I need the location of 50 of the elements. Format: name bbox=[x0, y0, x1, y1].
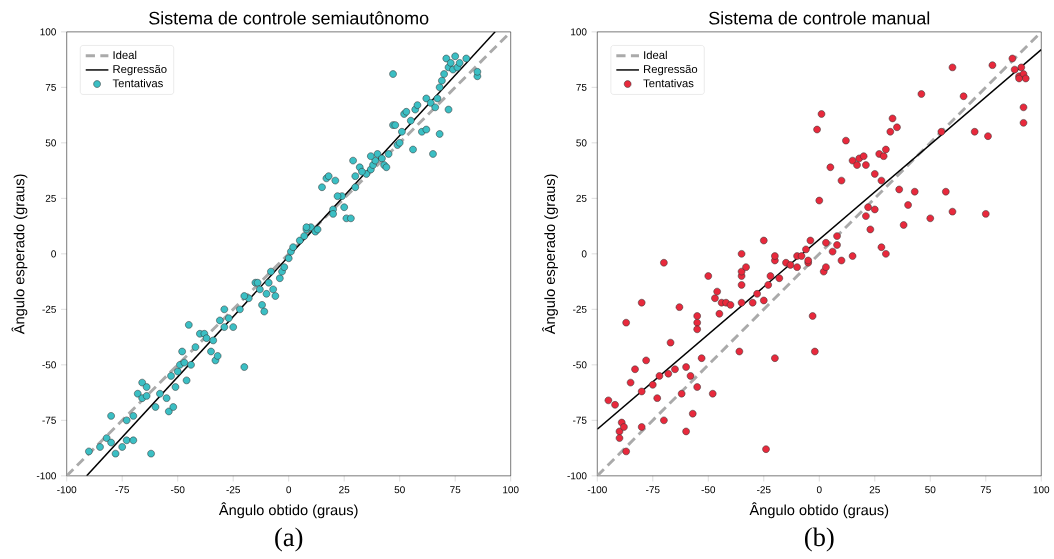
x-tick-label: 50 bbox=[925, 485, 936, 494]
y-axis-title: Ângulo esperado (graus) bbox=[542, 174, 558, 334]
y-tick-label: 25 bbox=[576, 194, 587, 202]
x-tick-label: 25 bbox=[339, 485, 350, 494]
text: (b) bbox=[804, 527, 834, 552]
x-tick-label: -25 bbox=[226, 485, 240, 494]
legend-label: Ideal bbox=[113, 50, 137, 59]
legend-label: Regressão bbox=[644, 64, 698, 76]
y-tick-label: 75 bbox=[45, 83, 56, 91]
y-tick-label: 0 bbox=[51, 250, 56, 258]
y-tick-label: -100 bbox=[36, 472, 56, 480]
chart-title: Sistema de controle manual bbox=[709, 11, 930, 25]
x-tick-label: 50 bbox=[394, 485, 405, 494]
legend-label: Ideal bbox=[644, 50, 667, 59]
y-tick-label: 25 bbox=[45, 194, 56, 202]
text: (a) bbox=[275, 527, 303, 552]
chart-title: Sistema de controle semiautônomo bbox=[149, 11, 429, 25]
y-tick-label: -75 bbox=[42, 416, 56, 424]
y-tick-label: -100 bbox=[567, 472, 587, 480]
legend-label: Tentativas bbox=[112, 78, 163, 88]
x-tick-label: -100 bbox=[57, 485, 77, 494]
legend-label: Regressão bbox=[113, 64, 167, 76]
y-tick-label: -25 bbox=[42, 305, 56, 313]
x-tick-label: 75 bbox=[450, 485, 461, 493]
x-axis-title: Ângulo obtido (graus) bbox=[749, 502, 889, 518]
y-tick-label: -25 bbox=[572, 305, 587, 313]
x-tick-label: 100 bbox=[503, 485, 519, 494]
x-tick-label: 25 bbox=[869, 485, 880, 494]
x-tick-label: -50 bbox=[170, 485, 185, 494]
legend-label: Tentativas bbox=[643, 78, 694, 88]
y-axis-title: Ângulo esperado (graus) bbox=[11, 174, 28, 334]
x-tick-label: 0 bbox=[286, 485, 292, 494]
x-tick-label: -75 bbox=[646, 485, 660, 493]
y-tick-label: 50 bbox=[45, 139, 56, 147]
x-tick-label: -75 bbox=[115, 485, 129, 493]
x-tick-label: -50 bbox=[701, 485, 716, 494]
x-tick-label: 75 bbox=[980, 485, 991, 493]
y-tick-label: 0 bbox=[581, 250, 587, 258]
y-tick-label: -50 bbox=[42, 361, 56, 369]
y-tick-label: -75 bbox=[572, 416, 587, 424]
y-tick-label: 100 bbox=[571, 28, 587, 36]
y-tick-label: -50 bbox=[572, 361, 587, 369]
y-tick-label: 100 bbox=[40, 28, 56, 36]
y-tick-label: 50 bbox=[576, 139, 587, 147]
x-tick-label: 0 bbox=[816, 485, 822, 494]
x-tick-label: 100 bbox=[1033, 485, 1050, 494]
y-tick-label: 75 bbox=[576, 83, 587, 91]
x-axis-title: Ângulo obtido (graus) bbox=[218, 502, 358, 518]
x-tick-label: -100 bbox=[587, 485, 607, 494]
x-tick-label: -25 bbox=[757, 485, 771, 494]
